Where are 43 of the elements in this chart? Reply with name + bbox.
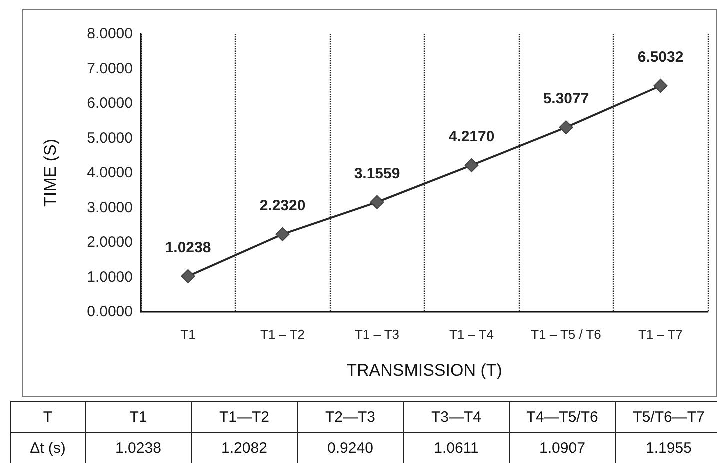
text: T [10, 402, 86, 432]
text: 1.2082 [222, 440, 268, 456]
point [559, 120, 574, 135]
category-label: T4—T5/T6 [510, 402, 616, 432]
point [181, 269, 196, 284]
data-label: 1.0238 [165, 239, 212, 256]
y-tick-label: 7.0000 [87, 60, 133, 78]
category-label: T5/T6—T7 [616, 402, 717, 432]
x-tick-label: T1 – T4 [449, 327, 494, 342]
y-tick-label: 5.0000 [87, 130, 133, 147]
point [654, 79, 668, 94]
data-label: 2.2320 [260, 197, 306, 214]
category-label: T3—T4 [404, 402, 510, 432]
point [370, 195, 384, 210]
x-tick-label: T1 – T2 [260, 327, 306, 342]
y-tick-label: 2.0000 [87, 234, 133, 251]
text: 1.0611 [434, 440, 479, 456]
x-tick-label: T1 [180, 327, 196, 342]
x-tick-label: T1 – T5 / T6 [531, 327, 602, 342]
data-label: 6.5032 [638, 49, 684, 66]
y-tick-label: 8.0000 [87, 26, 133, 42]
data-label: 5.3077 [543, 90, 590, 108]
data-label: 3.1559 [354, 165, 400, 182]
category-label: T2—T3 [298, 402, 404, 432]
x-axis-title: TRANSMISSION (T) [346, 361, 502, 380]
text: 1.1955 [646, 440, 692, 456]
text: 1.0238 [116, 440, 162, 456]
data-label: 4.2170 [448, 128, 495, 146]
text: 0.9240 [328, 440, 374, 456]
category-label: T1—T2 [192, 402, 298, 432]
text: 1.0907 [540, 440, 586, 456]
y-tick-label: 6.0000 [87, 95, 133, 112]
x-tick-label: T1 – T3 [354, 327, 400, 342]
point [464, 158, 479, 172]
y-tick-label: 3.0000 [87, 199, 133, 216]
y-tick-label: 0.0000 [87, 304, 133, 320]
y-axis-title: TIME (S) [41, 139, 60, 207]
y-tick-label: 4.0000 [87, 164, 133, 182]
point [276, 227, 290, 242]
text: Δt (s) [10, 432, 86, 463]
x-tick-label: T1 – T7 [638, 327, 684, 342]
y-tick-label: 1.0000 [87, 268, 133, 286]
category-label: T1 [86, 402, 192, 432]
